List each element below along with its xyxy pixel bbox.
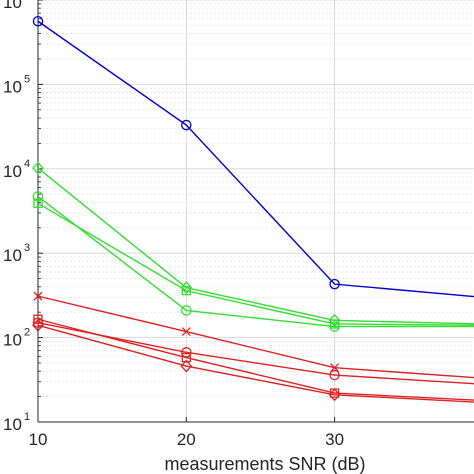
circle-marker bbox=[181, 119, 192, 131]
series-line bbox=[37, 318, 474, 401]
x-marker-stroke bbox=[33, 291, 43, 301]
y-tick-label: 10 2 bbox=[3, 327, 30, 350]
y-tick-exponent: 5 bbox=[24, 73, 30, 85]
square-marker bbox=[181, 285, 191, 296]
series-line bbox=[37, 322, 474, 385]
series-line bbox=[37, 167, 474, 325]
x-marker-stroke bbox=[181, 327, 191, 336]
diamond-marker bbox=[180, 359, 193, 373]
diamond-marker bbox=[32, 318, 44, 332]
square-marker bbox=[329, 319, 340, 329]
y-tick-base: 10 bbox=[3, 415, 22, 434]
series-layer bbox=[32, 16, 474, 403]
y-tick-exponent: 6 bbox=[24, 0, 30, 1]
diamond-marker bbox=[32, 161, 44, 175]
y-tick-label: 10 3 bbox=[3, 242, 30, 265]
y-tick-base: 10 bbox=[3, 246, 22, 265]
circle-marker bbox=[32, 191, 44, 202]
series-5 bbox=[33, 291, 474, 379]
series-line bbox=[37, 324, 474, 403]
diamond-marker bbox=[328, 313, 341, 327]
series-7 bbox=[32, 317, 474, 385]
x-marker bbox=[330, 363, 340, 373]
series-line bbox=[37, 295, 474, 379]
y-tick-base: 10 bbox=[3, 331, 22, 350]
square-marker bbox=[181, 352, 191, 363]
x-tick-label: 30 bbox=[325, 430, 344, 449]
x-marker bbox=[33, 291, 43, 301]
series-1 bbox=[32, 16, 474, 298]
y-tick-exponent: 1 bbox=[24, 411, 30, 423]
y-tick-base: 10 bbox=[3, 77, 22, 96]
x-marker-stroke bbox=[330, 363, 340, 373]
series-line bbox=[37, 202, 474, 326]
tick-labels: 102030101102103104105106 bbox=[3, 0, 344, 449]
x-marker bbox=[181, 327, 191, 336]
circle-marker bbox=[181, 347, 192, 358]
circle-marker bbox=[32, 317, 44, 328]
square-marker bbox=[33, 198, 43, 208]
y-tick-label: 10 1 bbox=[3, 411, 30, 434]
x-axis-label: measurements SNR (dB) bbox=[164, 454, 365, 474]
series-line bbox=[37, 195, 474, 328]
y-tick-exponent: 4 bbox=[24, 158, 30, 170]
y-tick-label: 106 bbox=[3, 0, 30, 12]
circle-marker bbox=[181, 305, 192, 316]
y-tick-base: 10 bbox=[3, 0, 22, 12]
series-4 bbox=[33, 198, 474, 329]
series-8 bbox=[32, 318, 474, 403]
y-tick-label: 10 4 bbox=[3, 158, 30, 181]
y-tick-exponent: 3 bbox=[24, 242, 30, 254]
diamond-marker bbox=[180, 281, 193, 295]
plot-area bbox=[38, 0, 474, 422]
y-tick-base: 10 bbox=[3, 162, 22, 181]
series-line bbox=[37, 20, 474, 298]
x-tick-label: 10 bbox=[29, 430, 48, 449]
circle-marker bbox=[32, 16, 44, 27]
y-tick-exponent: 2 bbox=[24, 327, 30, 339]
diamond-marker bbox=[328, 388, 341, 402]
y-tick-label: 10 5 bbox=[3, 73, 30, 96]
circle-marker bbox=[329, 278, 340, 290]
series-2 bbox=[32, 161, 474, 327]
x-tick-label: 20 bbox=[177, 430, 196, 449]
circle-marker bbox=[329, 369, 340, 381]
